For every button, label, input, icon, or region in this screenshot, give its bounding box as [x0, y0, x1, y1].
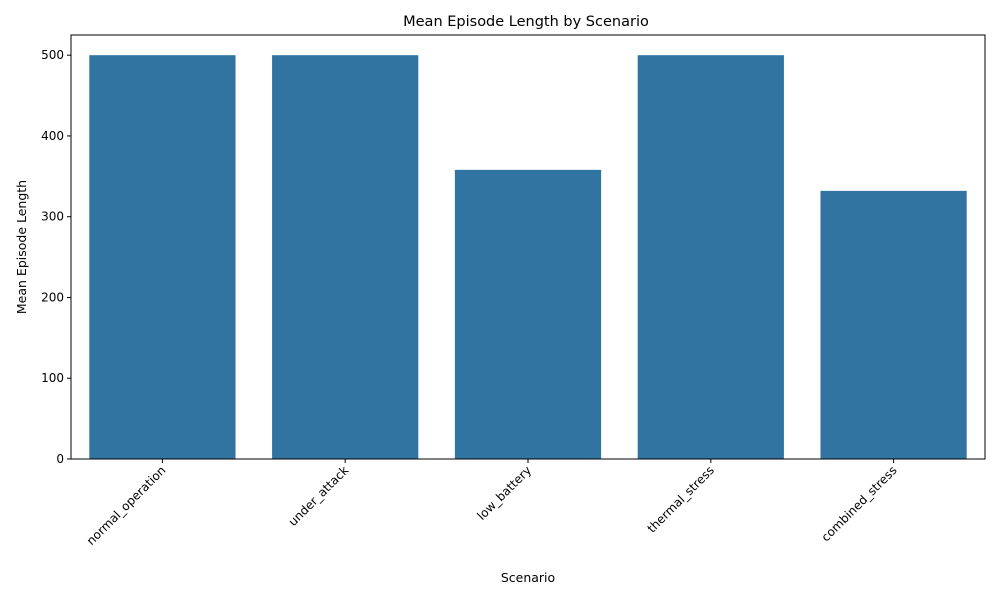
y-tick-label: 200: [41, 290, 64, 304]
y-axis-ticks: 0 100 200 300 400 500: [41, 48, 71, 466]
y-tick-label: 0: [56, 452, 64, 466]
bar-normal-operation: [89, 55, 236, 459]
bar-low-battery: [454, 169, 602, 459]
bars-group: [89, 55, 967, 459]
y-tick-label: 300: [41, 210, 64, 224]
bar-combined-stress: [820, 190, 967, 459]
chart-title: Mean Episode Length by Scenario: [403, 14, 649, 30]
y-axis-label: Mean Episode Length: [14, 180, 29, 314]
x-axis-label: Scenario: [501, 570, 555, 585]
y-tick-label: 100: [41, 371, 64, 385]
bar-under-attack: [272, 55, 419, 459]
bar-thermal-stress: [637, 55, 784, 459]
y-tick-label: 400: [41, 129, 64, 143]
y-tick-label: 500: [41, 48, 64, 62]
plot-frame: [70, 34, 986, 460]
